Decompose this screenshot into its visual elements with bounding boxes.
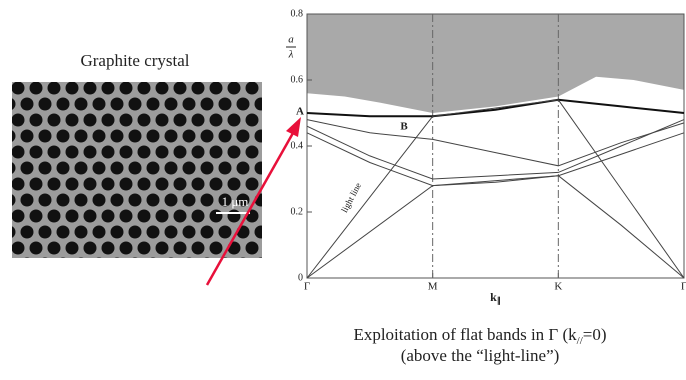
image-label: Graphite crystal bbox=[80, 51, 189, 70]
band bbox=[306, 132, 685, 279]
band bbox=[306, 132, 685, 279]
band bbox=[306, 119, 685, 180]
x-tick-label: Γ bbox=[681, 281, 686, 293]
caption-line1: Exploitation of flat bands in Γ (k//=0) bbox=[353, 325, 606, 347]
scale-label: 1 μm bbox=[222, 194, 249, 209]
y-tick-label: 0.6 bbox=[291, 74, 304, 85]
caption-text: Exploitation of flat bands in Γ (k bbox=[353, 325, 577, 344]
caption-line2: (above the “light-line”) bbox=[401, 346, 560, 365]
band bbox=[306, 99, 685, 279]
caption-subscript: // bbox=[577, 335, 584, 347]
annotation: B bbox=[400, 121, 408, 133]
annotation: light line bbox=[339, 181, 363, 214]
caption-text: =0) bbox=[583, 325, 607, 344]
band bbox=[306, 98, 685, 118]
x-tick-label: Γ bbox=[304, 281, 310, 293]
y-tick-label: 0 bbox=[298, 272, 303, 283]
y-label-num: a bbox=[288, 34, 294, 46]
crystal-image bbox=[12, 82, 262, 258]
x-tick-label: K bbox=[554, 281, 562, 293]
shaded-region bbox=[307, 14, 684, 113]
x-axis-label: k∥ bbox=[490, 290, 501, 305]
arrow bbox=[205, 132, 295, 286]
x-label-main: k bbox=[490, 290, 497, 304]
x-label-sub: ∥ bbox=[497, 296, 501, 305]
annotation: A bbox=[296, 106, 304, 118]
y-tick-label: 0.2 bbox=[291, 206, 304, 217]
arrow-head bbox=[286, 117, 301, 137]
band bbox=[306, 119, 685, 167]
y-label-den: λ bbox=[288, 49, 294, 61]
x-tick-label: M bbox=[428, 281, 438, 293]
y-tick-label: 0.4 bbox=[291, 140, 304, 151]
y-tick-label: 0.8 bbox=[291, 8, 304, 19]
